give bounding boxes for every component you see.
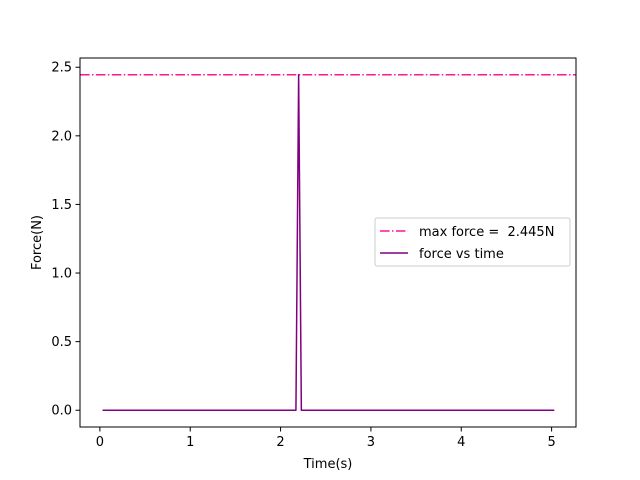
x-tick-label: 4 — [457, 435, 465, 450]
axes-frame — [79, 57, 577, 428]
y-tick-label: 2.5 — [51, 61, 72, 76]
legend-box — [374, 217, 571, 267]
force-vs-time-line — [102, 74, 555, 411]
x-tick-label: 3 — [367, 435, 375, 450]
plot-area — [80, 74, 576, 411]
legend: max force = 2.445N force vs time — [374, 217, 571, 267]
axes: 0 1 2 3 4 5 0.0 0.5 1.0 1.5 2.0 2.5 — [51, 57, 577, 450]
x-tick-label: 2 — [276, 435, 284, 450]
y-tick-label: 0.5 — [51, 335, 72, 350]
x-tick-label: 1 — [186, 435, 194, 450]
y-tick-label: 1.5 — [51, 198, 72, 213]
y-tick-label: 2.0 — [51, 129, 72, 144]
x-tick-label: 5 — [547, 435, 555, 450]
x-tick-label: 0 — [96, 435, 104, 450]
y-axis-label: Force(N) — [30, 215, 45, 270]
y-tick-label: 0.0 — [51, 404, 72, 419]
x-axis-label: Time(s) — [303, 457, 353, 472]
y-tick-label: 1.0 — [51, 267, 72, 282]
legend-label-force-vs-time: force vs time — [419, 247, 504, 262]
legend-label-max-force: max force = 2.445N — [419, 225, 554, 240]
